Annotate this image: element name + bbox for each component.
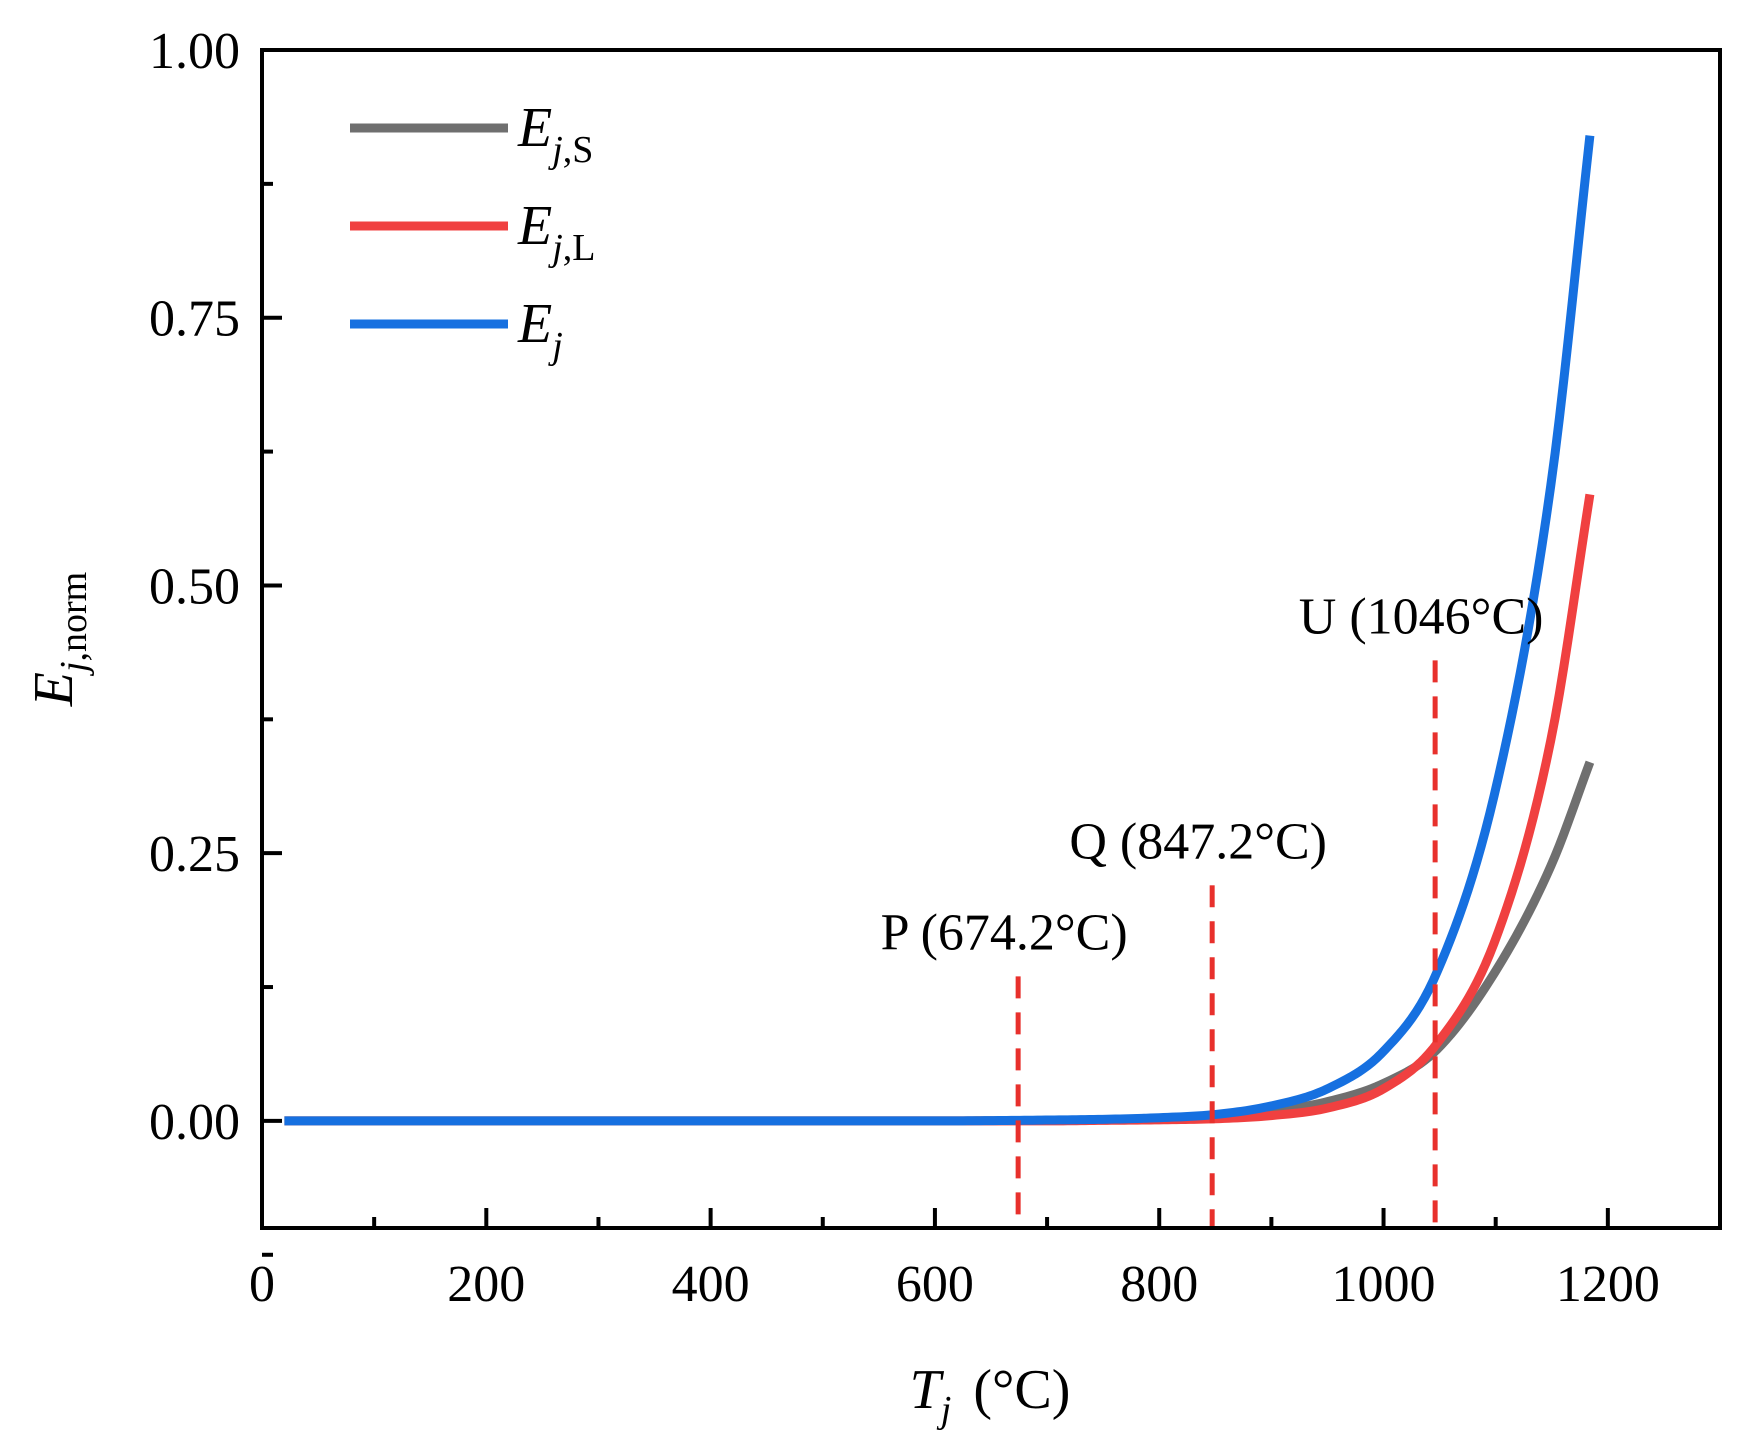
plot-frame <box>260 48 1722 1230</box>
y-tick-label: 0.75 <box>149 291 240 348</box>
x-tick-label: 800 <box>1120 1256 1198 1313</box>
y-axis-title-sub-rest: ,norm <box>53 572 95 662</box>
legend-label-main: E <box>517 293 552 355</box>
x-axis-title-main: T <box>910 1359 945 1421</box>
y-tick-label: 0.25 <box>149 826 240 883</box>
x-tick-label: 400 <box>672 1256 750 1313</box>
y-axis-title-main: E <box>23 672 85 707</box>
x-tick-label: 1200 <box>1556 1256 1660 1313</box>
marker-layer: P (674.2°C) Q (847.2°C) U (1046°C) <box>881 589 1544 1228</box>
x-axis-title: Tj (°C) <box>910 1359 1071 1431</box>
tick-layer: 0 200 400 600 800 1000 1200 0.00 0.25 0.50 0.75 1.0… <box>149 23 1660 1313</box>
x-tick-label: 200 <box>447 1256 525 1313</box>
x-tick-label: 0 <box>249 1256 275 1313</box>
marker-label-2: U (1046°C) <box>1299 589 1544 646</box>
x-tick-label: 600 <box>896 1256 974 1313</box>
legend-label-sub-rest: ,S <box>563 129 594 171</box>
y-tick-label: 0.50 <box>149 558 240 615</box>
series-line-2 <box>284 135 1595 1126</box>
legend-label-main: E <box>517 195 552 257</box>
y-axis-title: Ej,norm <box>23 572 95 708</box>
legend-label-main: E <box>517 97 552 159</box>
series-layer <box>284 135 1595 1126</box>
marker-label-1: Q (847.2°C) <box>1069 814 1327 871</box>
legend-label-2: Ej <box>517 293 563 367</box>
y-tick-label: 0.00 <box>149 1094 240 1151</box>
x-tick-label: 1000 <box>1332 1256 1436 1313</box>
y-tick-label: 1.00 <box>149 23 240 80</box>
x-axis-title-unit: (°C) <box>973 1359 1070 1421</box>
legend-label-1: Ej,L <box>517 195 596 269</box>
legend-label-0: Ej,S <box>517 97 593 171</box>
legend-label-sub-rest: ,L <box>563 227 596 269</box>
marker-label-0: P (674.2°C) <box>881 905 1128 962</box>
legend: Ej,S Ej,L Ej <box>350 97 596 367</box>
